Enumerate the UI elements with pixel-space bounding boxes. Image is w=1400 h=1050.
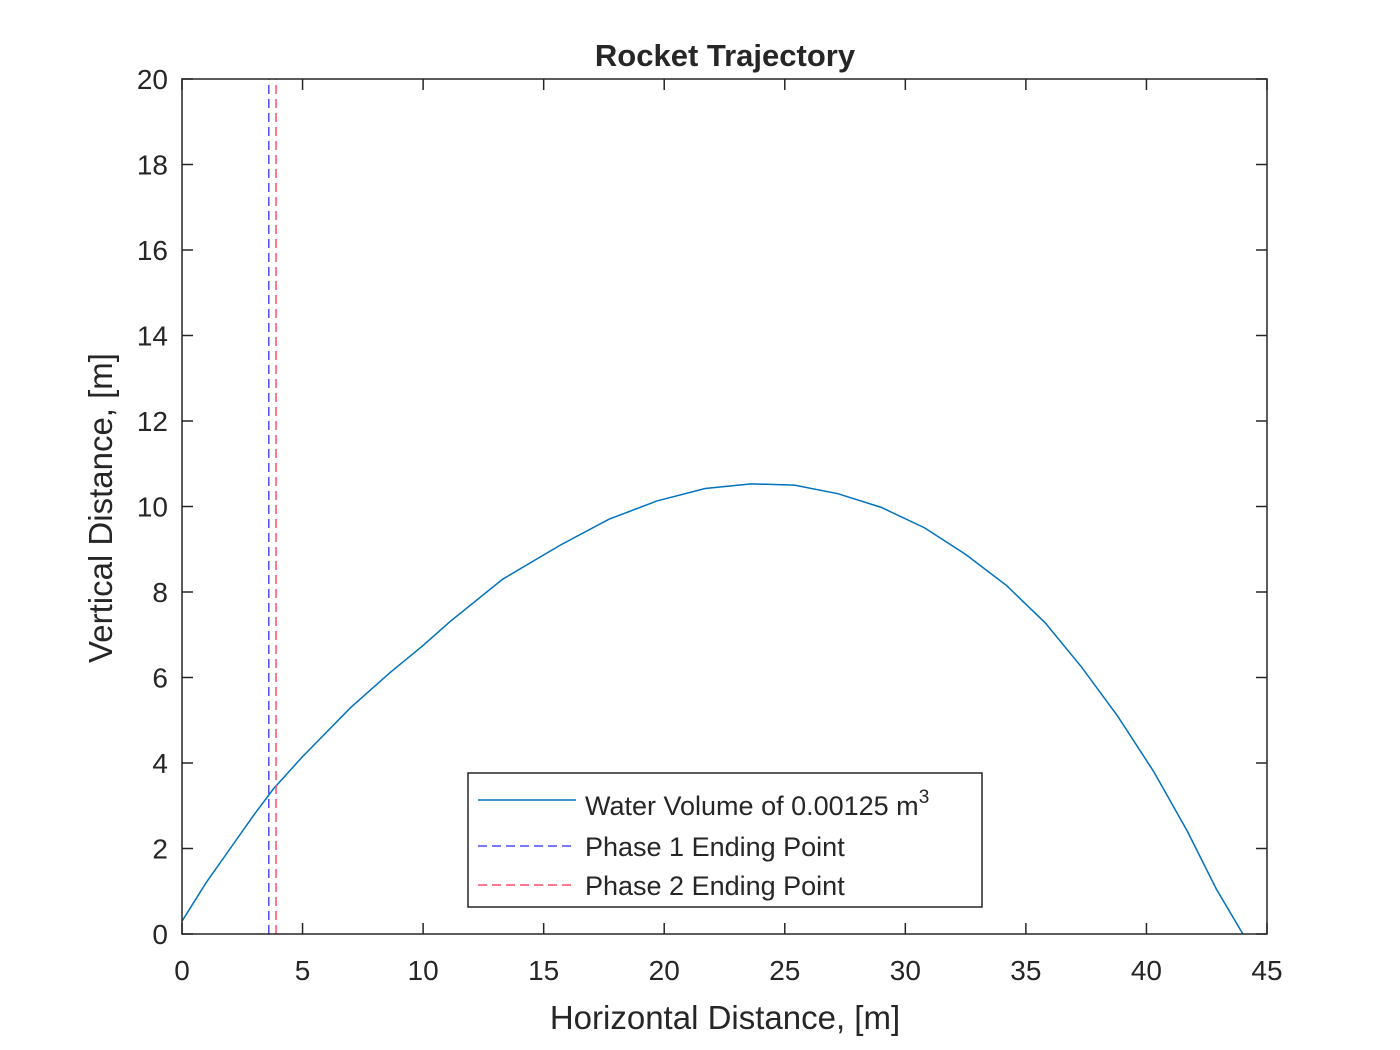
legend-label-phase-2: Phase 2 Ending Point (585, 871, 845, 901)
x-tick-label: 15 (528, 955, 559, 986)
series-layer (181, 79, 1244, 935)
x-tick-label: 25 (769, 955, 800, 986)
y-axis-label: Vertical Distance, [m] (82, 353, 119, 663)
ticks-layer: 0 5 10 15 20 25 30 35 40 45 0 2 4 6 8 10 12 14 16 18 20 (137, 64, 1283, 986)
y-tick-label: 6 (152, 663, 168, 694)
y-tick-label: 20 (137, 64, 168, 95)
chart-title: Rocket Trajectory (595, 38, 856, 73)
legend: Water Volume of 0.00125 m3 Phase 1 Endin… (467, 772, 983, 908)
y-tick-label: 18 (137, 150, 168, 181)
series-line-water-volume (181, 483, 1244, 935)
y-tick-label: 8 (152, 577, 168, 608)
y-tick-label: 14 (137, 321, 168, 352)
legend-label-phase-1: Phase 1 Ending Point (585, 832, 845, 862)
x-tick-label: 40 (1131, 955, 1162, 986)
x-tick-label: 30 (890, 955, 921, 986)
x-axis-label: Horizontal Distance, [m] (550, 999, 900, 1036)
x-tick-label: 35 (1010, 955, 1041, 986)
y-tick-label: 10 (137, 492, 168, 523)
legend-label-superscript: 3 (919, 787, 930, 808)
y-tick-label: 0 (152, 919, 168, 950)
x-tick-label: 5 (295, 955, 311, 986)
x-tick-label: 20 (649, 955, 680, 986)
x-tick-label: 0 (174, 955, 190, 986)
y-tick-label: 16 (137, 235, 168, 266)
y-tick-label: 12 (137, 406, 168, 437)
y-tick-label: 4 (152, 748, 168, 779)
x-tick-label: 10 (408, 955, 439, 986)
y-tick-label: 2 (152, 834, 168, 865)
x-tick-label: 45 (1251, 955, 1282, 986)
legend-label-water-volume: Water Volume of 0.00125 m (585, 791, 919, 821)
legend-entry-water-volume: Water Volume of 0.00125 m3 (585, 787, 929, 821)
